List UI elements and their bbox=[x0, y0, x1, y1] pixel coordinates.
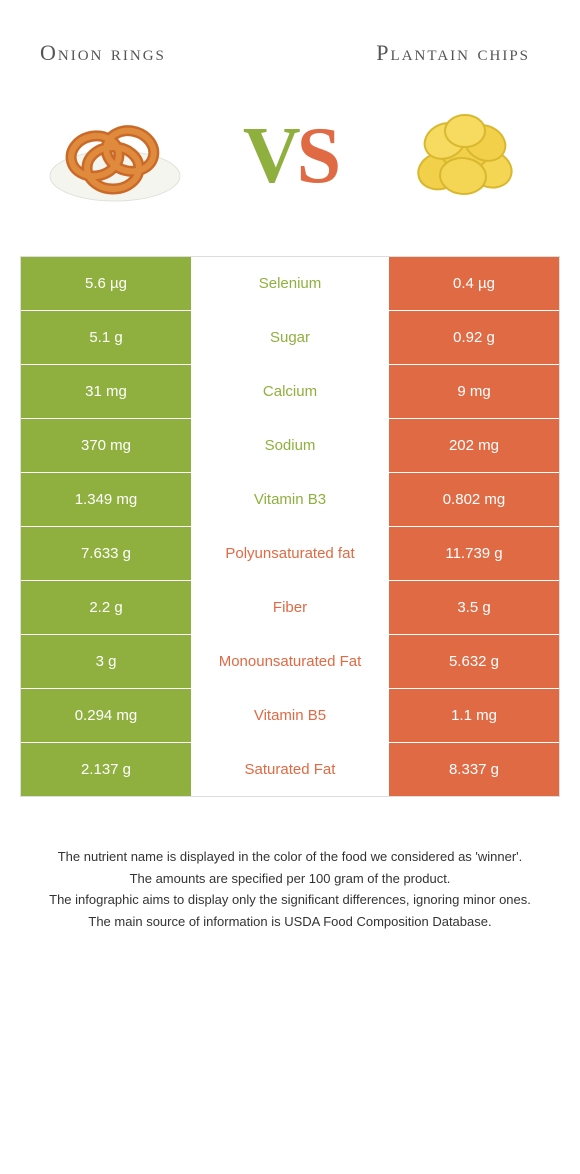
header: Onion rings Plantain chips bbox=[0, 0, 580, 76]
cell-right-value: 5.632 g bbox=[389, 635, 559, 688]
cell-nutrient-name: Saturated Fat bbox=[191, 743, 389, 796]
image-row: VS bbox=[0, 76, 580, 256]
cell-right-value: 11.739 g bbox=[389, 527, 559, 580]
table-row: 0.294 mgVitamin B51.1 mg bbox=[21, 688, 559, 742]
table-row: 5.1 gSugar0.92 g bbox=[21, 310, 559, 364]
cell-left-value: 370 mg bbox=[21, 419, 191, 472]
cell-left-value: 7.633 g bbox=[21, 527, 191, 580]
vs-v: V bbox=[243, 112, 297, 200]
cell-left-value: 5.6 µg bbox=[21, 257, 191, 310]
title-right: Plantain chips bbox=[285, 40, 550, 66]
cell-right-value: 202 mg bbox=[389, 419, 559, 472]
cell-left-value: 0.294 mg bbox=[21, 689, 191, 742]
vs-s: S bbox=[297, 112, 338, 200]
table-row: 370 mgSodium202 mg bbox=[21, 418, 559, 472]
cell-right-value: 1.1 mg bbox=[389, 689, 559, 742]
title-left: Onion rings bbox=[30, 40, 285, 66]
footer-line: The infographic aims to display only the… bbox=[30, 890, 550, 910]
cell-left-value: 2.2 g bbox=[21, 581, 191, 634]
footer-line: The nutrient name is displayed in the co… bbox=[30, 847, 550, 867]
table-row: 1.349 mgVitamin B30.802 mg bbox=[21, 472, 559, 526]
cell-left-value: 31 mg bbox=[21, 365, 191, 418]
cell-nutrient-name: Selenium bbox=[191, 257, 389, 310]
onion-rings-image bbox=[40, 96, 190, 216]
footer-line: The main source of information is USDA F… bbox=[30, 912, 550, 932]
cell-right-value: 9 mg bbox=[389, 365, 559, 418]
cell-nutrient-name: Polyunsaturated fat bbox=[191, 527, 389, 580]
cell-right-value: 3.5 g bbox=[389, 581, 559, 634]
cell-nutrient-name: Calcium bbox=[191, 365, 389, 418]
cell-nutrient-name: Monounsaturated Fat bbox=[191, 635, 389, 688]
footer-notes: The nutrient name is displayed in the co… bbox=[0, 797, 580, 931]
cell-left-value: 2.137 g bbox=[21, 743, 191, 796]
cell-left-value: 1.349 mg bbox=[21, 473, 191, 526]
plantain-chips-image bbox=[390, 96, 540, 216]
table-row: 3 gMonounsaturated Fat5.632 g bbox=[21, 634, 559, 688]
cell-right-value: 0.4 µg bbox=[389, 257, 559, 310]
table-row: 5.6 µgSelenium0.4 µg bbox=[21, 256, 559, 310]
table-row: 2.137 gSaturated Fat8.337 g bbox=[21, 742, 559, 796]
table-row: 7.633 gPolyunsaturated fat11.739 g bbox=[21, 526, 559, 580]
cell-nutrient-name: Sodium bbox=[191, 419, 389, 472]
cell-left-value: 5.1 g bbox=[21, 311, 191, 364]
vs-label: VS bbox=[243, 111, 337, 202]
cell-left-value: 3 g bbox=[21, 635, 191, 688]
cell-nutrient-name: Vitamin B5 bbox=[191, 689, 389, 742]
cell-right-value: 8.337 g bbox=[389, 743, 559, 796]
cell-nutrient-name: Fiber bbox=[191, 581, 389, 634]
footer-line: The amounts are specified per 100 gram o… bbox=[30, 869, 550, 889]
nutrient-table: 5.6 µgSelenium0.4 µg5.1 gSugar0.92 g31 m… bbox=[20, 256, 560, 797]
table-row: 2.2 gFiber3.5 g bbox=[21, 580, 559, 634]
cell-nutrient-name: Sugar bbox=[191, 311, 389, 364]
cell-nutrient-name: Vitamin B3 bbox=[191, 473, 389, 526]
table-row: 31 mgCalcium9 mg bbox=[21, 364, 559, 418]
cell-right-value: 0.92 g bbox=[389, 311, 559, 364]
cell-right-value: 0.802 mg bbox=[389, 473, 559, 526]
